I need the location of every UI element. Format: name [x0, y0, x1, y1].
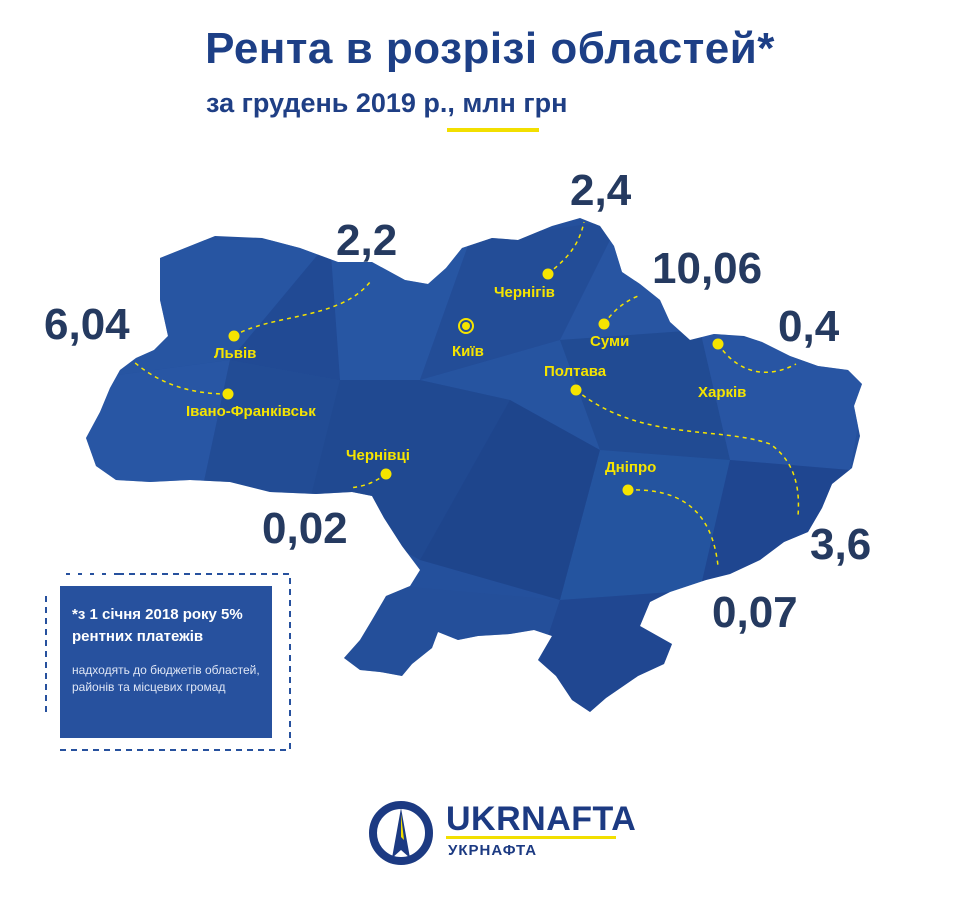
connector-kharkiv [717, 343, 797, 373]
city-dot-chernihiv [542, 268, 554, 280]
city-label-lviv: Львів [214, 345, 257, 362]
city-dot-dnipro [622, 484, 634, 496]
value-poltava: 3,6 [810, 520, 872, 569]
city-label-kyiv: Київ [452, 343, 484, 360]
city-dot-sumy [598, 318, 610, 330]
connector-ivano-frankivsk [133, 361, 229, 395]
logo-underline [446, 836, 616, 839]
city-label-chernivtsi: Чернівці [346, 447, 410, 464]
page-subtitle: за грудень 2019 р., млн грн [206, 88, 568, 118]
city-label-chernihiv: Чернігів [494, 284, 555, 301]
page-title: Рента в розрізі областей* [205, 24, 775, 73]
connector-sumy [603, 295, 639, 325]
value-kharkiv: 0,4 [778, 302, 840, 351]
connector-dnipro [627, 489, 719, 567]
value-lviv: 2,2 [336, 216, 398, 265]
value-chernihiv: 2,4 [570, 166, 632, 215]
city-label-poltava: Полтава [544, 363, 607, 380]
subtitle-underline [447, 128, 539, 132]
ukrnafta-logo-icon [369, 801, 433, 865]
connector-poltava [575, 389, 800, 517]
city-markers [222, 268, 724, 496]
connector-chernihiv [547, 221, 585, 275]
city-label-kharkiv: Харків [698, 384, 747, 401]
logo-wordmark-cyrillic: УКРНАФТА [448, 842, 538, 859]
value-chernivtsi: 0,02 [262, 504, 348, 553]
note-headline: *з 1 січня 2018 року 5% рентних платежів [72, 606, 243, 645]
note-body: надходять до бюджетів областей, районів … [72, 663, 260, 694]
logo-wordmark-latin: UKRNAFTA [446, 800, 637, 838]
note-box [60, 586, 272, 738]
city-dot-ivano-frankivsk [222, 388, 234, 400]
city-dot-chernivtsi [380, 468, 392, 480]
value-sumy: 10,06 [652, 244, 763, 293]
connector-lviv [233, 281, 371, 337]
city-label-ivano-frankivsk: Івано-Франківськ [186, 403, 316, 420]
city-label-dnipro: Дніпро [605, 459, 657, 476]
city-dot-lviv [228, 330, 240, 342]
city-dot-poltava [570, 384, 582, 396]
value-dnipro: 0,07 [712, 588, 798, 637]
capital-marker-icon [458, 318, 474, 334]
city-label-sumy: Суми [590, 333, 630, 350]
value-ivano-frankivsk: 6,04 [44, 300, 130, 349]
city-dot-kharkiv [712, 338, 724, 350]
